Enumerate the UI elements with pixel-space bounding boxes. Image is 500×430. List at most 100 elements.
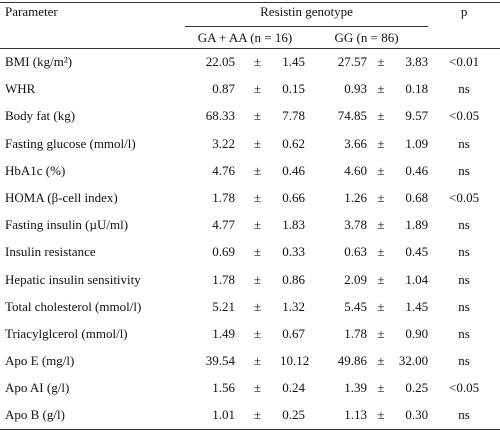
sd: 0.15: [282, 81, 305, 97]
plus-minus: ±: [377, 108, 385, 124]
parameter: Fasting insulin (µU/ml): [5, 217, 129, 233]
sd: 1.89: [405, 217, 429, 233]
plus-minus: ±: [377, 244, 385, 260]
table-row: HOMA (β-cell index) 1.78 ±0.66 1.26 ±0.68 <0.…: [0, 184, 500, 211]
mean: 1.78: [344, 325, 367, 341]
sd: 0.24: [282, 380, 305, 396]
header-genotype: Resistin genotype: [185, 2, 429, 27]
plus-minus: ±: [377, 190, 385, 206]
sd: 0.68: [405, 190, 429, 206]
plus-minus: ±: [253, 244, 262, 260]
mean: 5.45: [344, 298, 367, 314]
parameter: Body fat (kg): [5, 108, 76, 124]
parameter: BMI (kg/m²): [5, 54, 73, 70]
plus-minus: ±: [253, 217, 262, 233]
plus-minus: ±: [253, 81, 262, 97]
mean: 68.33: [205, 108, 235, 124]
plus-minus: ±: [235, 401, 280, 430]
table-body: BMI (kg/m²) 22.05 ±1.45 27.57 ±3.83 <0.01 WHR 0…: [0, 49, 500, 430]
sd: 1.04: [405, 271, 429, 287]
mean: 5.21: [212, 298, 235, 314]
p-value: ns: [428, 401, 500, 430]
p-value: <0.01: [449, 54, 480, 70]
p-value: ns: [458, 244, 470, 260]
sd: 0.66: [282, 190, 305, 206]
mean: 2.09: [344, 271, 367, 287]
plus-minus: ±: [253, 271, 262, 287]
mean: 0.87: [212, 81, 235, 97]
plus-minus: ±: [253, 353, 262, 369]
table-row: Apo AI (g/l) 1.56 ±0.24 1.39 ±0.25 <0.05: [0, 375, 500, 402]
plus-minus: ±: [377, 81, 385, 97]
mean: 1.78: [212, 190, 235, 206]
mean: 4.76: [212, 162, 235, 178]
parameter: WHR: [5, 81, 36, 97]
header-p: p: [428, 2, 500, 27]
plus-minus: ±: [377, 217, 385, 233]
mean: 74.85: [337, 108, 367, 124]
plus-minus: ±: [377, 54, 385, 70]
sd: 0.45: [405, 244, 429, 260]
mean: 1.01: [185, 401, 235, 430]
plus-minus: ±: [377, 271, 385, 287]
p-value: ns: [458, 353, 470, 369]
sd: 32.00: [398, 353, 429, 369]
p-value: <0.05: [449, 108, 480, 124]
mean: 1.26: [344, 190, 367, 206]
p-value: ns: [458, 135, 470, 151]
parameter: HOMA (β-cell index): [5, 190, 118, 206]
table-row: Insulin resistance 0.69 ±0.33 0.63 ±0.45 ns: [0, 239, 500, 266]
mean: 0.63: [344, 244, 367, 260]
table-row: BMI (kg/m²) 22.05 ±1.45 27.57 ±3.83 <0.01: [0, 49, 500, 76]
plus-minus: ±: [253, 325, 262, 341]
mean: 1.13: [305, 401, 367, 430]
sd: 10.12: [280, 353, 310, 369]
plus-minus: ±: [253, 54, 262, 70]
mean: 0.69: [212, 244, 235, 260]
parameter: Apo E (mg/l): [5, 353, 75, 369]
mean: 22.05: [205, 54, 235, 70]
sd: 7.78: [282, 108, 305, 124]
plus-minus: ±: [253, 162, 262, 178]
sd: 1.83: [282, 217, 305, 233]
p-value: ns: [458, 298, 470, 314]
mean: 1.49: [212, 325, 235, 341]
table-row: Fasting insulin (µU/ml) 4.77 ±1.83 3.78 ±1.8…: [0, 212, 500, 239]
p-value: ns: [458, 271, 470, 287]
parameter: Hepatic insulin sensitivity: [5, 271, 141, 287]
mean: 4.77: [212, 217, 235, 233]
sd: 0.46: [405, 162, 429, 178]
mean: 1.39: [344, 380, 367, 396]
sd: 1.09: [405, 135, 429, 151]
sd: 0.90: [405, 325, 429, 341]
parameter: Apo AI (g/l): [5, 380, 70, 396]
mean: 49.86: [337, 353, 367, 369]
mean: 3.22: [212, 135, 235, 151]
p-value: ns: [458, 217, 470, 233]
header-group: GG (n = 86): [305, 26, 429, 49]
plus-minus: ±: [377, 353, 385, 369]
parameter: Insulin resistance: [5, 244, 96, 260]
sd: 1.45: [405, 298, 429, 314]
plus-minus: ±: [253, 380, 262, 396]
parameter: HbA1c (%): [5, 162, 66, 178]
plus-minus: ±: [377, 325, 385, 341]
table-row: Apo B (g/l) 1.01 ±0.25 1.13 ±0.30 ns: [0, 401, 500, 430]
plus-minus: ±: [253, 190, 262, 206]
sd: 1.32: [282, 298, 305, 314]
mean: 4.60: [344, 162, 367, 178]
table-row: Total cholesterol (mmol/l) 5.21 ±1.32 5.45 ±…: [0, 293, 500, 320]
sd: 1.45: [282, 54, 305, 70]
parameter: Apo B (g/l): [0, 401, 185, 430]
mean: 3.66: [344, 135, 367, 151]
plus-minus: ±: [377, 162, 385, 178]
mean: 1.56: [212, 380, 235, 396]
sd: 0.86: [282, 271, 305, 287]
sd: 3.83: [405, 54, 429, 70]
parameter: Fasting glucose (mmol/l): [5, 135, 136, 151]
header-parameter: Parameter: [0, 2, 185, 27]
table-row: Triacylglcerol (mmol/l) 1.49 ±0.67 1.78 ±0.9…: [0, 320, 500, 347]
sd: 0.25: [280, 401, 305, 430]
